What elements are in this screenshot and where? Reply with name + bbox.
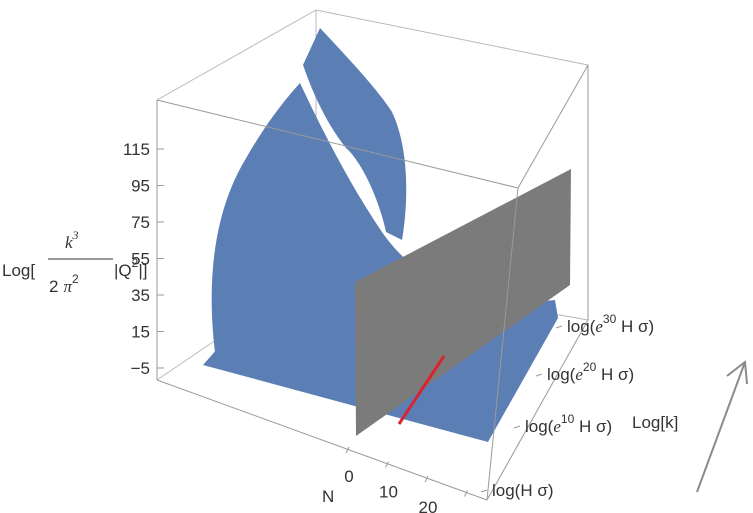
- x-tick-mark: [385, 461, 389, 468]
- z-tick-label: 35: [131, 286, 150, 305]
- y-tick-mark: [535, 373, 543, 377]
- arrow-annotation: [696, 360, 748, 493]
- x-tick-mark: [464, 490, 468, 497]
- plot-box-front: [156, 64, 589, 501]
- x-axis-label: N: [322, 487, 334, 506]
- x-tick-mark: [345, 446, 350, 454]
- y-tick-mark: [480, 489, 488, 493]
- z-tick-label: 15: [131, 323, 150, 342]
- z-tick-label: 95: [131, 177, 150, 196]
- z-axis-label: Log[ k3 2 π2 |Q2|]: [2, 228, 147, 296]
- surface-peak: [303, 28, 407, 240]
- red-curve: [397, 355, 446, 425]
- y-tick-label: log(e30 H σ): [567, 312, 654, 336]
- y-tick-mark: [513, 425, 521, 429]
- y-axis-ticks: log(e30 H σ) log(e20 H σ) log(e10 H σ) log(…: [480, 312, 654, 500]
- y-tick-label: log(e10 H σ): [525, 412, 612, 436]
- x-tick-label: 20: [419, 498, 438, 513]
- x-axis-ticks: 0102030: [344, 446, 468, 513]
- y-axis-label: Log[k]: [632, 413, 678, 432]
- y-tick-mark: [555, 325, 563, 329]
- z-label-suffix: |Q2|]: [114, 256, 147, 280]
- z-tick-label: 75: [131, 213, 150, 232]
- y-tick-label: log(e20 H σ): [547, 360, 634, 384]
- cutting-plane: [355, 169, 571, 436]
- z-label-num: k3: [65, 228, 79, 252]
- z-tick-label: 55: [131, 250, 150, 269]
- z-axis-ticks: 115 95 75 55 35 15 −5: [123, 140, 164, 378]
- z-tick-label: −5: [131, 359, 150, 378]
- x-tick-label: 0: [344, 467, 353, 486]
- y-tick-label: log(H σ): [492, 481, 554, 500]
- x-tick-mark: [424, 475, 429, 483]
- z-label-prefix: Log[: [2, 261, 35, 280]
- z-tick-label: 115: [123, 140, 150, 159]
- z-label-den: 2 π2: [49, 272, 79, 296]
- x-tick-label: 10: [379, 483, 398, 502]
